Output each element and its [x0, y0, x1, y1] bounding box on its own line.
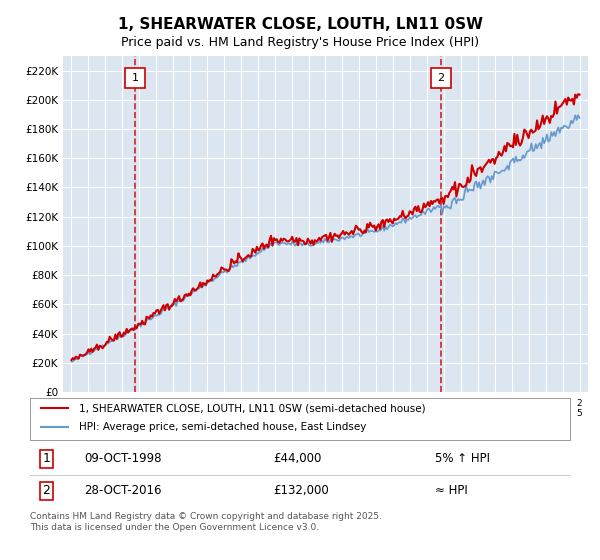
Text: 1, SHEARWATER CLOSE, LOUTH, LN11 0SW: 1, SHEARWATER CLOSE, LOUTH, LN11 0SW	[118, 17, 482, 32]
Text: 2
0: 2 0	[492, 399, 498, 418]
Text: 0
2: 0 2	[187, 399, 193, 418]
Text: 1
9: 1 9	[475, 399, 481, 418]
Text: 0
5: 0 5	[238, 399, 244, 418]
Text: 0
3: 0 3	[204, 399, 210, 418]
Text: 9
9: 9 9	[136, 399, 142, 418]
Text: 1
5: 1 5	[407, 399, 413, 418]
Text: 1
4: 1 4	[391, 399, 396, 418]
Text: 0
0: 0 0	[153, 399, 159, 418]
Text: 1
0: 1 0	[323, 399, 328, 418]
Text: 1: 1	[42, 452, 50, 465]
Text: 1
3: 1 3	[373, 399, 379, 418]
Text: 1
7: 1 7	[441, 399, 447, 418]
Text: ≈ HPI: ≈ HPI	[435, 484, 468, 497]
Text: 9
7: 9 7	[103, 399, 108, 418]
Text: 1
1: 1 1	[340, 399, 346, 418]
Text: HPI: Average price, semi-detached house, East Lindsey: HPI: Average price, semi-detached house,…	[79, 422, 366, 432]
Text: 1
8: 1 8	[458, 399, 464, 418]
Text: 1
2: 1 2	[356, 399, 362, 418]
Text: 2: 2	[437, 73, 445, 83]
Text: Contains HM Land Registry data © Crown copyright and database right 2025.
This d: Contains HM Land Registry data © Crown c…	[30, 512, 382, 532]
Text: 0
9: 0 9	[305, 399, 311, 418]
Text: £132,000: £132,000	[273, 484, 329, 497]
Text: 2
3: 2 3	[543, 399, 548, 418]
Text: 2
2: 2 2	[526, 399, 532, 418]
Text: 09-OCT-1998: 09-OCT-1998	[84, 452, 161, 465]
Text: 2
4: 2 4	[560, 399, 565, 418]
Text: 2: 2	[42, 484, 50, 497]
Text: 2
5: 2 5	[577, 399, 583, 418]
Text: 0
1: 0 1	[170, 399, 176, 418]
Text: 1
6: 1 6	[424, 399, 430, 418]
Text: 9
5: 9 5	[68, 399, 74, 418]
Text: 5% ↑ HPI: 5% ↑ HPI	[435, 452, 490, 465]
Text: 0
8: 0 8	[289, 399, 295, 418]
Text: £44,000: £44,000	[273, 452, 322, 465]
Text: 9
8: 9 8	[119, 399, 125, 418]
Text: 28-OCT-2016: 28-OCT-2016	[84, 484, 161, 497]
Text: Price paid vs. HM Land Registry's House Price Index (HPI): Price paid vs. HM Land Registry's House …	[121, 36, 479, 49]
Text: 2
1: 2 1	[509, 399, 515, 418]
Text: 0
4: 0 4	[221, 399, 227, 418]
Text: 0
6: 0 6	[255, 399, 260, 418]
Text: 9
6: 9 6	[86, 399, 91, 418]
Text: 0
7: 0 7	[272, 399, 278, 418]
Text: 1, SHEARWATER CLOSE, LOUTH, LN11 0SW (semi-detached house): 1, SHEARWATER CLOSE, LOUTH, LN11 0SW (se…	[79, 403, 425, 413]
Text: 1: 1	[132, 73, 139, 83]
